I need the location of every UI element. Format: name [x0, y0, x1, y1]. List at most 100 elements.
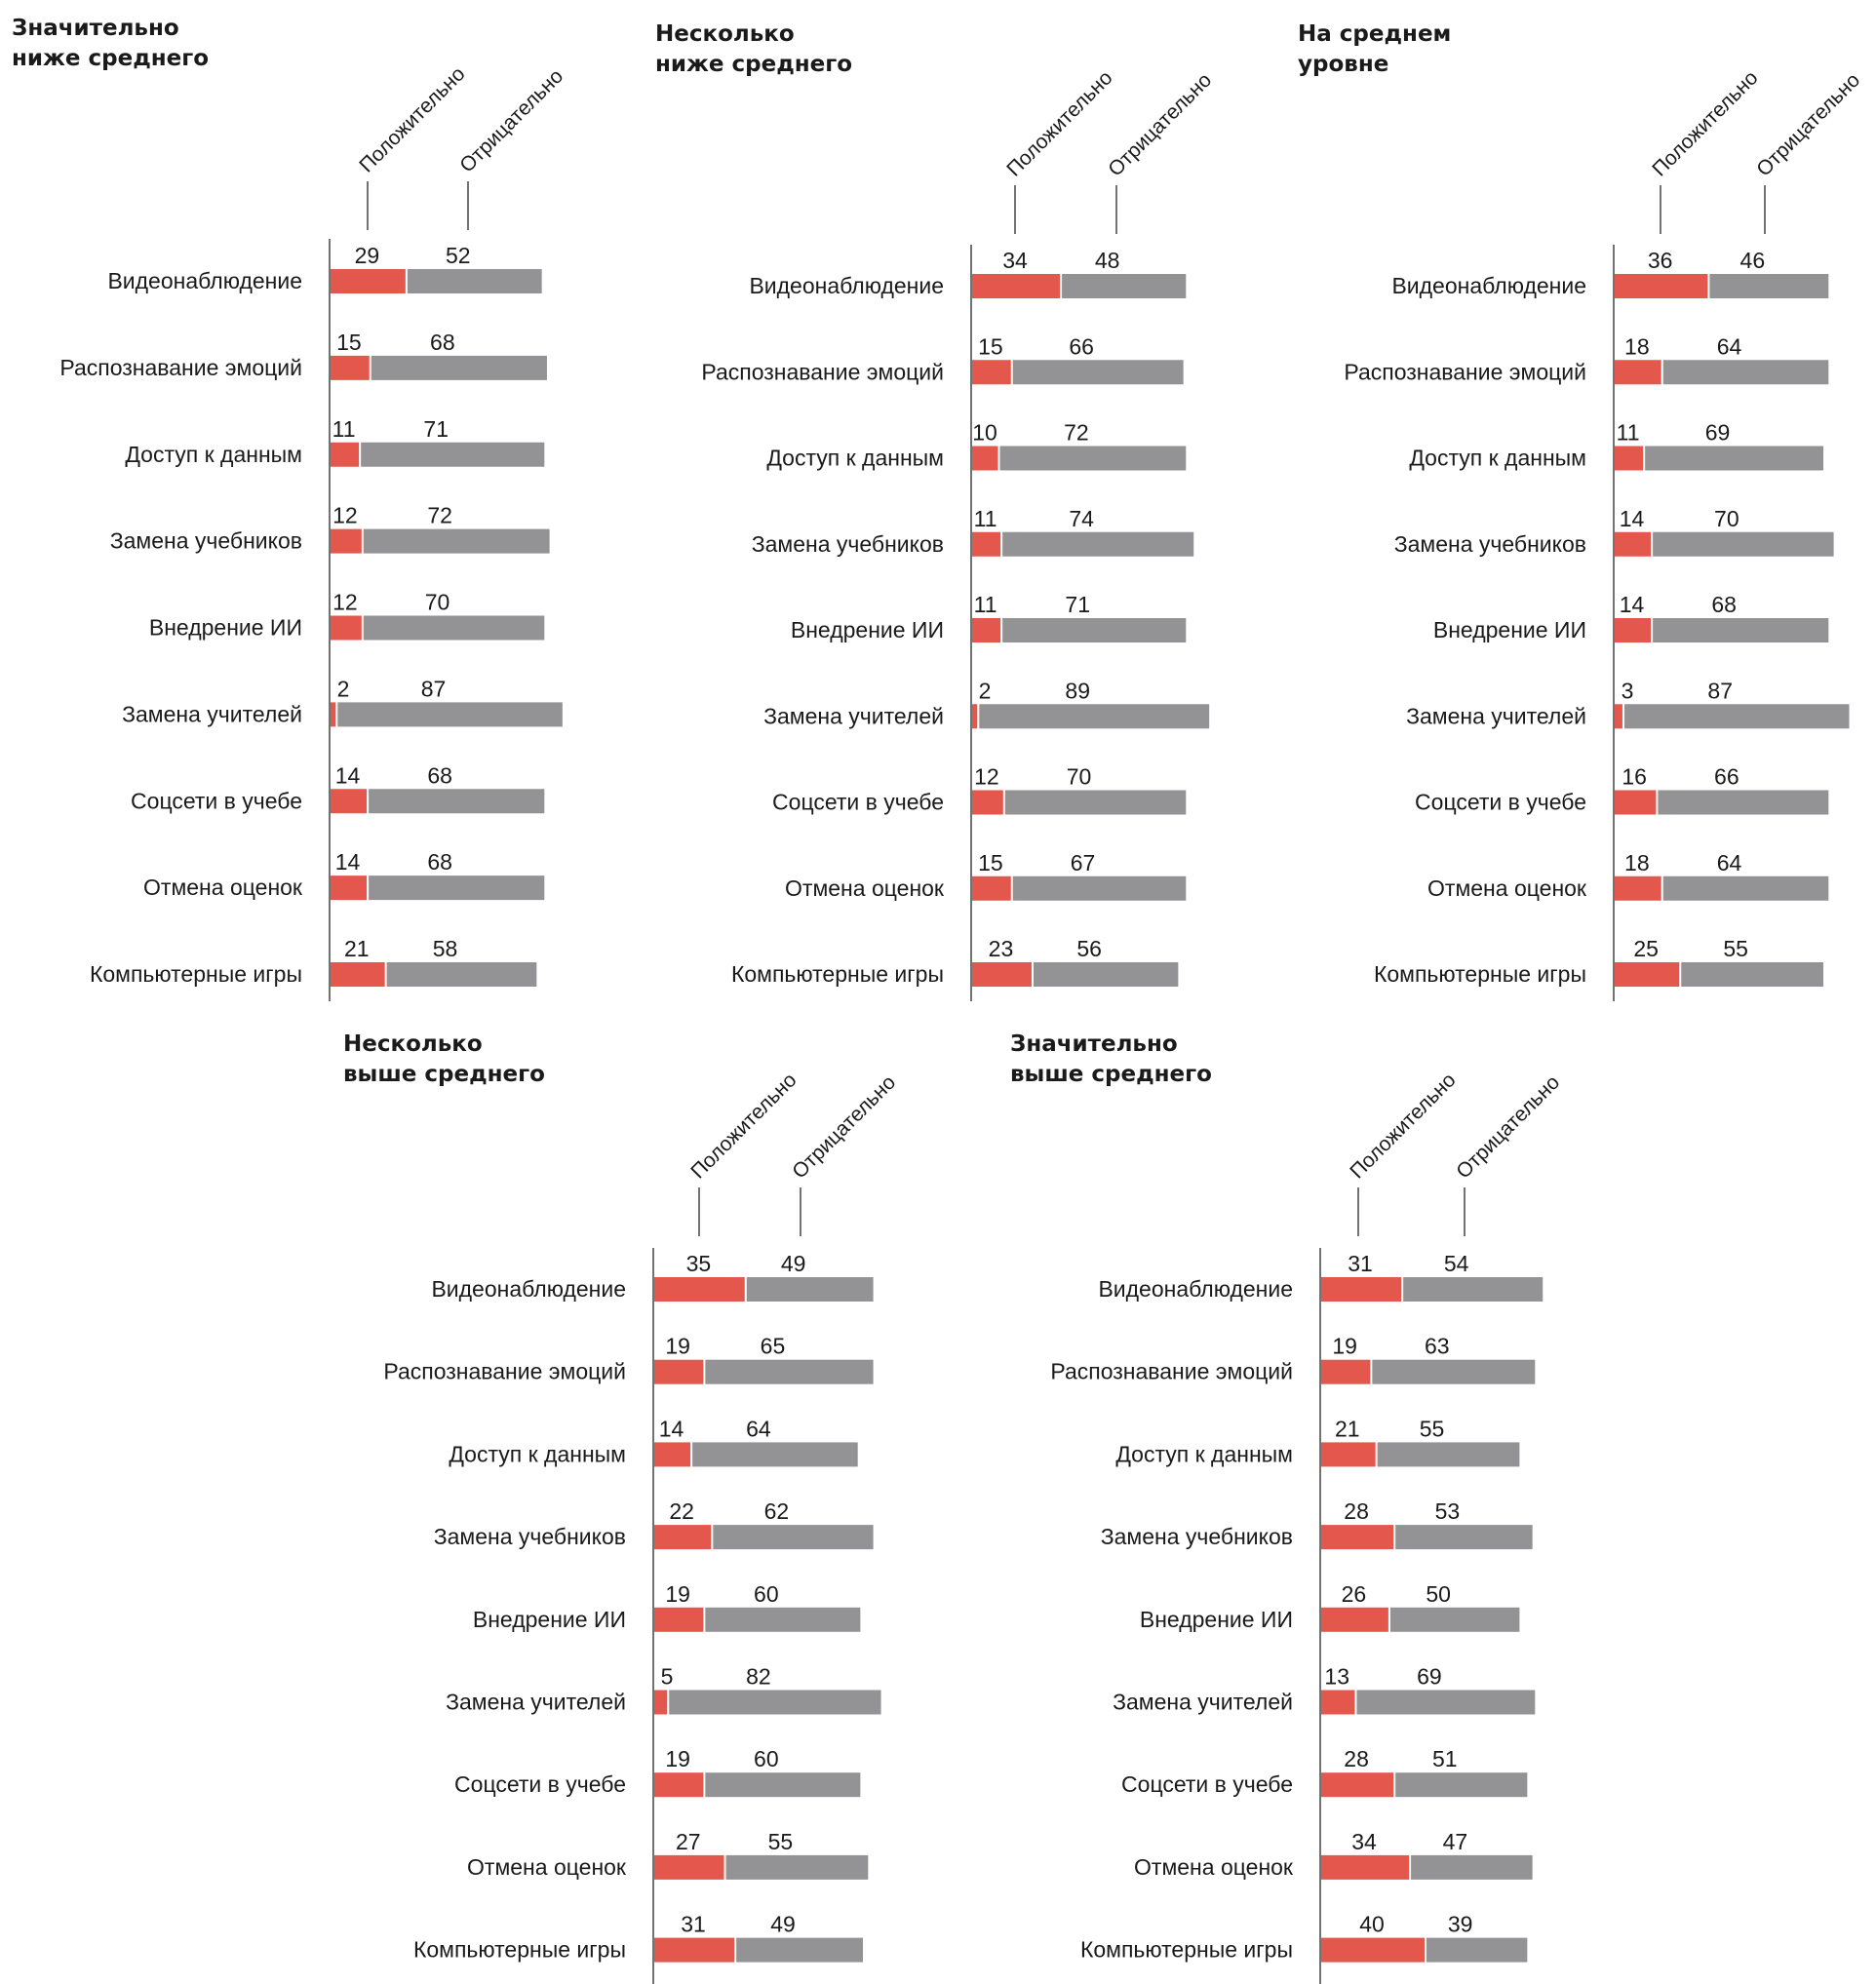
value-label-negative: 64	[746, 1416, 771, 1441]
bar-negative	[361, 442, 545, 467]
bar-negative	[1377, 1442, 1520, 1467]
value-label-positive: 19	[665, 1334, 690, 1359]
bar-negative	[1623, 704, 1850, 729]
bar-negative	[1395, 1772, 1528, 1798]
bar-negative	[386, 962, 537, 987]
category-label: Соцсети в учебе	[131, 788, 302, 813]
bar-positive	[331, 875, 368, 901]
value-label-negative: 69	[1705, 420, 1731, 446]
category-label: Распознавание эмоций	[1050, 1359, 1293, 1384]
bar-positive	[331, 962, 385, 987]
bar-positive	[1321, 1607, 1388, 1632]
bar-negative	[1411, 1854, 1533, 1880]
category-label: Компьютерные игры	[1374, 961, 1586, 987]
category-label: Отмена оценок	[1427, 875, 1587, 901]
category-label: Соцсети в учебе	[454, 1771, 626, 1797]
value-label-negative: 53	[1435, 1498, 1461, 1524]
category-label: Доступ к данным	[766, 446, 944, 471]
bar-negative	[705, 1359, 874, 1384]
category-label: Замена учителей	[1406, 703, 1586, 728]
value-label-negative: 64	[1717, 850, 1742, 875]
category-label: Компьютерные игры	[731, 961, 944, 987]
bar-positive	[972, 618, 1001, 642]
bar-negative	[705, 1772, 861, 1798]
bar-positive	[1321, 1772, 1394, 1798]
category-label: Соцсети в учебе	[1415, 790, 1586, 815]
bar-negative	[669, 1690, 881, 1715]
bar-positive	[331, 615, 362, 641]
bar-positive	[1615, 704, 1622, 729]
bar-positive	[972, 962, 1032, 987]
value-label-negative: 46	[1740, 248, 1766, 273]
bar-negative	[1681, 962, 1823, 987]
bar-positive	[331, 269, 406, 293]
category-label: Отмена оценок	[143, 875, 303, 900]
value-label-positive: 34	[1351, 1829, 1377, 1854]
bar-positive	[654, 1359, 704, 1384]
value-label-positive: 11	[974, 592, 997, 617]
bar-positive	[1321, 1359, 1371, 1384]
value-label-negative: 62	[764, 1498, 790, 1524]
bar-positive	[331, 789, 368, 814]
bar-negative	[369, 875, 545, 901]
bar-negative	[1662, 875, 1829, 901]
bar-positive	[1321, 1525, 1394, 1550]
value-label-positive: 2	[979, 678, 992, 703]
column-header-positive: Положительно	[1346, 1069, 1460, 1183]
value-label-negative: 72	[427, 503, 452, 528]
bar-negative	[363, 528, 550, 554]
bar-negative	[363, 615, 545, 641]
value-label-positive: 11	[1617, 420, 1640, 446]
column-header-negative: Отрицательно	[1452, 1071, 1564, 1184]
value-label-negative: 68	[427, 849, 452, 875]
bar-positive	[1321, 1277, 1402, 1302]
column-header-positive: Положительно	[1002, 66, 1116, 180]
bar-positive	[1615, 531, 1652, 557]
category-label: Доступ к данным	[1409, 446, 1586, 471]
value-label-positive: 19	[1332, 1334, 1357, 1359]
category-label: Доступ к данным	[449, 1441, 626, 1466]
bar-negative	[369, 789, 545, 814]
value-label-negative: 66	[1714, 764, 1739, 790]
value-label-negative: 82	[746, 1664, 771, 1690]
bar-negative	[979, 704, 1210, 729]
value-label-positive: 35	[686, 1251, 712, 1276]
category-label: Соцсети в учебе	[1121, 1771, 1293, 1797]
value-label-negative: 49	[770, 1912, 796, 1937]
category-label: Видеонаблюдение	[431, 1276, 626, 1302]
value-label-negative: 55	[1420, 1416, 1445, 1441]
value-label-negative: 89	[1065, 678, 1090, 703]
bar-negative	[1356, 1690, 1536, 1715]
value-label-positive: 14	[1620, 592, 1645, 617]
bar-negative	[1002, 618, 1187, 642]
bar-positive	[972, 274, 1061, 298]
bar-positive	[972, 875, 1011, 901]
bar-negative	[1062, 274, 1187, 298]
value-label-positive: 2	[337, 676, 350, 701]
column-header-positive: Положительно	[686, 1069, 801, 1183]
value-label-negative: 87	[1707, 678, 1733, 703]
bar-positive	[654, 1442, 691, 1467]
bar-negative	[1033, 962, 1179, 987]
value-label-negative: 47	[1443, 1829, 1468, 1854]
category-label: Соцсети в учебе	[772, 790, 944, 815]
column-header-negative: Отрицательно	[1752, 69, 1864, 181]
value-label-negative: 55	[768, 1829, 794, 1854]
bar-positive	[654, 1937, 735, 1963]
value-label-negative: 71	[1065, 592, 1090, 617]
value-label-positive: 26	[1342, 1581, 1367, 1607]
category-label: Замена учебников	[752, 531, 944, 557]
bar-negative	[1709, 274, 1829, 298]
panel-title: Несколько выше среднего	[343, 1031, 545, 1087]
bar-positive	[331, 442, 360, 467]
bar-negative	[1002, 531, 1194, 557]
value-label-positive: 10	[972, 420, 997, 446]
category-label: Видеонаблюдение	[749, 273, 944, 298]
value-label-positive: 31	[1348, 1251, 1373, 1276]
category-label: Видеонаблюдение	[107, 268, 302, 293]
category-label: Видеонаблюдение	[1098, 1276, 1293, 1302]
category-label: Замена учебников	[1394, 531, 1586, 557]
value-label-positive: 36	[1648, 248, 1673, 273]
column-header-positive: Положительно	[355, 62, 469, 176]
value-label-negative: 64	[1717, 333, 1742, 359]
